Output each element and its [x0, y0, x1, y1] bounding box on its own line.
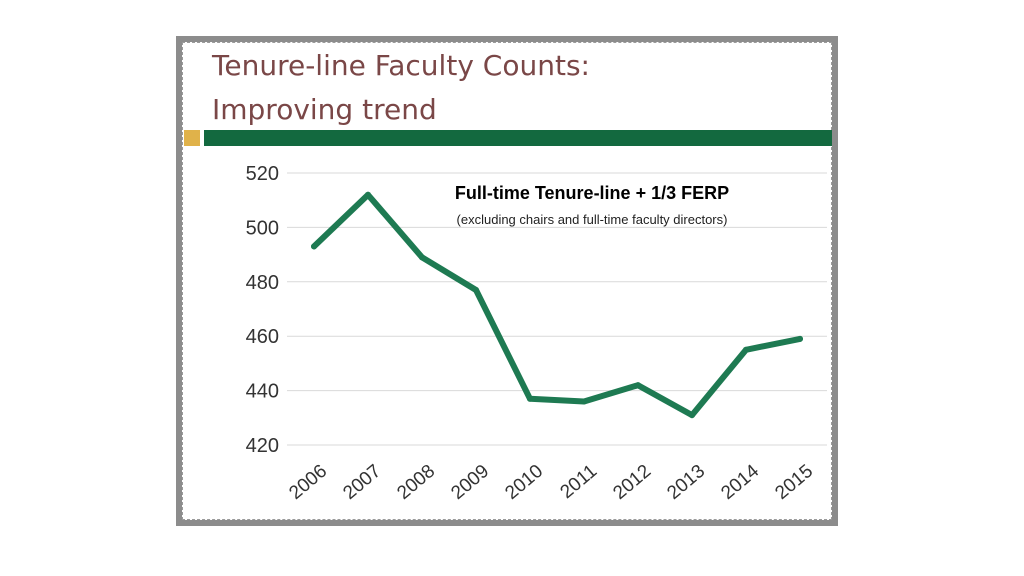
x-tick-label: 2006	[285, 461, 331, 504]
x-tick-label: 2012	[609, 461, 655, 504]
x-tick-label: 2014	[717, 460, 763, 504]
grid-layer	[287, 172, 827, 446]
data-point-2007	[365, 191, 371, 198]
data-point-2006	[311, 243, 317, 250]
x-axis-ticks: 2006 2007 2008 2009 2010 2011 2012 2013 2014 2015	[285, 460, 817, 504]
slide: Tenure-line Faculty Counts: Improving tr…	[182, 42, 832, 520]
data-point-2013	[689, 412, 695, 419]
accent-square	[184, 130, 200, 146]
x-tick-label: 2013	[663, 461, 709, 504]
data-point-2014	[743, 346, 749, 353]
y-tick-label: 420	[246, 435, 279, 457]
y-tick-label: 440	[246, 381, 279, 403]
series-points	[311, 191, 803, 419]
series-line	[311, 191, 803, 419]
data-point-2008	[419, 254, 425, 261]
x-tick-label: 2015	[771, 461, 817, 504]
slide-frame: Tenure-line Faculty Counts: Improving tr…	[176, 36, 838, 526]
x-tick-label: 2010	[501, 461, 547, 504]
x-tick-label: 2009	[447, 461, 493, 504]
y-axis-ticks: 520 500 480 460 440 420	[246, 163, 279, 457]
chart-title: Full-time Tenure-line + 1/3 FERP	[455, 183, 729, 203]
y-tick-label: 460	[246, 326, 279, 348]
data-point-2009	[473, 286, 479, 293]
data-point-2015	[797, 335, 803, 342]
y-tick-label: 480	[246, 272, 279, 294]
title-bar	[204, 130, 832, 146]
data-point-2011	[581, 398, 587, 405]
slide-title: Tenure-line Faculty Counts: Improving tr…	[212, 49, 590, 126]
x-tick-label: 2008	[393, 461, 439, 504]
data-point-2012	[635, 382, 641, 389]
x-tick-label: 2007	[339, 461, 385, 504]
y-tick-label: 520	[246, 163, 279, 185]
data-point-2010	[527, 395, 533, 402]
chart-subtitle: (excluding chairs and full-time faculty …	[457, 212, 728, 227]
y-tick-label: 500	[246, 217, 279, 239]
x-tick-label: 2011	[556, 461, 601, 503]
